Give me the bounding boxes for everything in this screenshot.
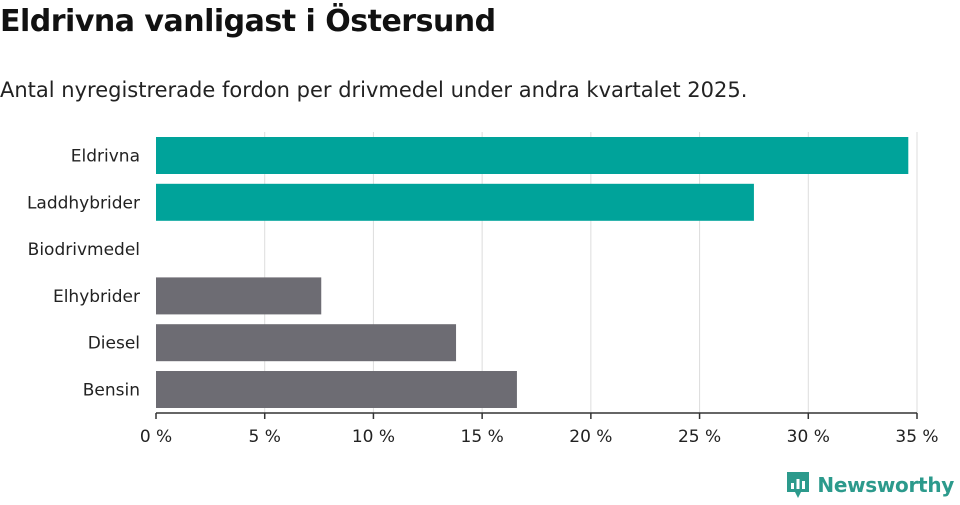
newsworthy-logo-icon <box>787 472 810 498</box>
x-tick-label: 10 % <box>352 427 395 447</box>
x-tick-label: 35 % <box>895 427 938 447</box>
chart-title: Eldrivna vanligast i Östersund <box>0 4 496 39</box>
x-tick-label: 20 % <box>569 427 612 447</box>
x-tick-label: 15 % <box>461 427 504 447</box>
x-tick-label: 30 % <box>787 427 830 447</box>
brand-logo: Newsworthy <box>785 469 954 501</box>
bar-laddhybrider <box>156 183 754 221</box>
brand-name: Newsworthy <box>817 473 954 497</box>
chart-subtitle: Antal nyregistrerade fordon per drivmede… <box>0 78 748 102</box>
x-axis: 0 % 5 % 10 % 15 % 20 % 25 % 30 % 35 % <box>140 412 939 447</box>
bar-bensin <box>156 371 517 408</box>
grid-lines <box>264 132 918 413</box>
category-label: Biodrivmedel <box>28 240 140 260</box>
category-label: Eldrivna <box>71 147 140 167</box>
x-tick-label: 5 % <box>249 427 281 447</box>
category-label: Elhybrider <box>53 287 140 307</box>
category-label: Diesel <box>88 334 140 354</box>
category-label: Bensin <box>83 381 140 401</box>
bar-elhybrider <box>156 277 322 315</box>
bar-eldrivna <box>156 137 909 174</box>
bars <box>156 137 909 408</box>
x-tick-label: 25 % <box>678 427 721 447</box>
x-tick-label: 0 % <box>140 427 172 447</box>
bar-chart: Eldrivna Laddhybrider Biodrivmedel Elhybrid… <box>27 132 939 447</box>
category-labels: Eldrivna Laddhybrider Biodrivmedel Elhybrid… <box>27 147 140 401</box>
bar-diesel <box>156 324 457 362</box>
category-label: Laddhybrider <box>27 193 140 213</box>
